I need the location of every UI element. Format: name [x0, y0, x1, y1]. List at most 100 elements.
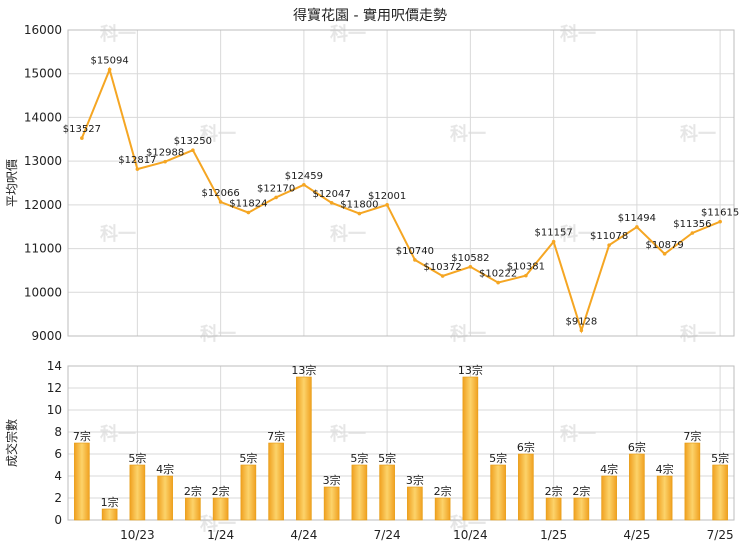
watermark-text: 科一	[330, 423, 366, 445]
price-point	[468, 265, 473, 269]
price-chart-grid	[68, 29, 734, 337]
x-tick-label: 4/24	[290, 528, 317, 542]
watermark-text: 科一	[450, 323, 486, 345]
volume-data-label: 5宗	[711, 451, 729, 465]
watermark-text: 科一	[330, 23, 366, 45]
volume-data-label: 3宗	[323, 473, 341, 487]
price-data-label: $12001	[368, 191, 406, 202]
volume-data-label: 7宗	[73, 429, 91, 443]
watermark-text: 科一	[330, 223, 366, 245]
volume-y-tick-label: 10	[47, 403, 62, 417]
price-point	[191, 148, 195, 153]
volume-y-tick-label: 2	[54, 491, 62, 505]
price-data-label: $12047	[313, 189, 351, 200]
price-y-tick-label: 10000	[24, 285, 62, 299]
volume-bar	[407, 486, 423, 521]
volume-bar	[185, 497, 201, 521]
price-point	[496, 280, 500, 285]
price-point	[607, 243, 611, 247]
volume-data-label: 5宗	[128, 451, 146, 465]
price-data-label: $11824	[229, 199, 267, 210]
volume-bar	[129, 464, 146, 521]
price-series-line	[80, 66, 721, 334]
watermark-text: 科一	[200, 323, 236, 345]
price-data-label: $10381	[507, 262, 545, 273]
volume-y-axis: 0 2 4 6 8 10 12 14	[47, 359, 62, 527]
volume-y-tick-label: 14	[47, 359, 62, 373]
volume-data-label: 4宗	[156, 462, 174, 476]
volume-data-label: 2宗	[572, 484, 590, 498]
price-data-label: $10372	[424, 262, 462, 273]
volume-data-label: 6宗	[517, 440, 535, 454]
volume-y-axis-label: 成交宗數	[4, 419, 19, 467]
price-data-label: $11494	[618, 213, 656, 224]
price-point	[579, 328, 584, 333]
volume-data-label: 2宗	[212, 484, 230, 498]
volume-data-label: 5宗	[489, 451, 507, 465]
watermark-text: 科一	[560, 223, 596, 245]
price-y-tick-label: 16000	[24, 23, 62, 37]
price-y-tick-label: 11000	[24, 242, 62, 256]
watermark-text: 科一	[680, 123, 716, 145]
price-point	[274, 195, 278, 200]
watermark-text: 科一	[450, 123, 486, 145]
price-data-label: $9128	[565, 316, 597, 327]
volume-bar	[629, 453, 645, 521]
volume-data-label: 7宗	[267, 429, 285, 443]
price-y-tick-label: 14000	[24, 110, 62, 124]
volume-data-label: 5宗	[239, 451, 257, 465]
price-point	[635, 225, 639, 229]
watermark-text: 科一	[680, 323, 716, 345]
watermark-text: 科一	[560, 23, 596, 45]
x-axis: 10/23 1/24 4/24 7/24 10/24 1/25 4/25 7/25	[120, 528, 734, 542]
volume-bar	[656, 475, 673, 521]
price-point	[662, 252, 667, 256]
volume-bar	[573, 497, 590, 521]
volume-data-label: 2宗	[545, 484, 563, 498]
volume-bar	[296, 376, 312, 521]
price-series: $13527$15094$12817$12988$13250$12066$118…	[63, 56, 739, 333]
volume-bar	[74, 442, 90, 521]
volume-data-label: 4宗	[600, 462, 618, 476]
price-point	[690, 231, 695, 235]
price-data-label: $12170	[257, 183, 295, 194]
price-y-tick-label: 13000	[24, 154, 62, 168]
volume-bar	[157, 475, 173, 521]
price-point	[357, 211, 362, 216]
watermark-text: 科一	[200, 123, 236, 145]
volume-bar	[351, 464, 368, 521]
volume-y-tick-label: 0	[54, 513, 62, 527]
price-point	[524, 273, 528, 278]
chart-title: 得寶花園 - 實用呎價走勢	[293, 7, 447, 24]
price-point	[163, 159, 167, 164]
volume-bar	[545, 497, 562, 521]
volume-y-tick-label: 8	[54, 425, 62, 439]
price-y-tick-label: 15000	[24, 67, 62, 81]
price-point	[329, 201, 334, 205]
volume-data-label: 4宗	[656, 462, 674, 476]
volume-bar	[601, 475, 617, 521]
price-point	[135, 167, 140, 171]
watermark-text: 科一	[100, 23, 136, 45]
volume-data-label: 5宗	[378, 451, 396, 465]
volume-bar	[684, 442, 701, 521]
price-point	[718, 219, 722, 224]
volume-data-label: 5宗	[350, 451, 368, 465]
volume-bar	[240, 464, 257, 521]
price-data-label: $11615	[701, 208, 739, 219]
price-data-label: $12066	[202, 188, 240, 199]
volume-bar	[268, 442, 284, 521]
price-data-label: $13527	[63, 124, 101, 135]
price-point	[80, 136, 84, 140]
price-data-label: $13250	[174, 136, 212, 147]
x-tick-label: 4/25	[623, 528, 650, 542]
volume-bar	[490, 464, 506, 521]
volume-bar	[101, 508, 118, 521]
price-y-axis-label: 平均呎價	[5, 159, 19, 207]
volume-data-label: 7宗	[683, 429, 701, 443]
volume-data-label: 13宗	[458, 363, 483, 377]
volume-bar	[462, 376, 479, 521]
price-data-label: $12988	[146, 148, 184, 159]
price-data-label: $10879	[646, 240, 684, 251]
volume-bar	[323, 486, 340, 521]
